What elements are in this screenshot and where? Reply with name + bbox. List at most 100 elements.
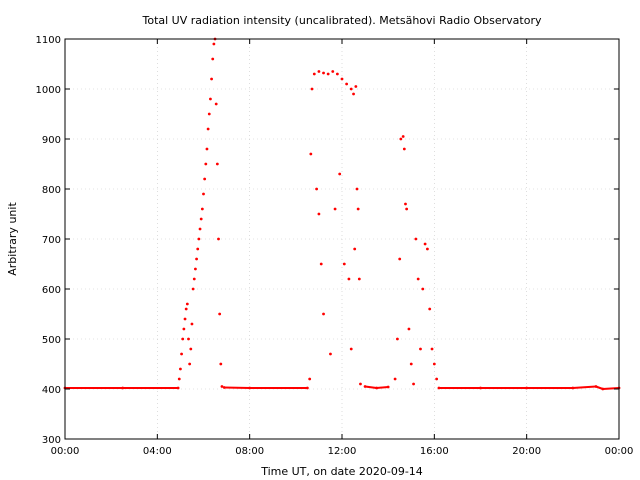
data-point <box>340 77 344 81</box>
data-point <box>217 237 220 241</box>
data-point <box>191 287 195 291</box>
data-point <box>349 87 353 91</box>
y-tick-label: 600 <box>42 285 61 296</box>
data-point <box>416 277 420 281</box>
data-point <box>329 352 332 356</box>
y-tick-label: 300 <box>42 435 61 446</box>
data-point <box>357 277 361 281</box>
x-axis-label: Time UT, on date 2020-09-14 <box>260 465 423 478</box>
data-point <box>401 135 405 138</box>
data-point <box>342 262 346 266</box>
data-point <box>347 277 351 281</box>
data-point <box>222 386 226 389</box>
data-point <box>353 247 357 251</box>
data-point <box>322 71 325 75</box>
data-point <box>312 72 316 76</box>
baseline-run <box>572 385 596 389</box>
data-point <box>414 237 418 241</box>
y-tick-label: 1100 <box>36 35 61 46</box>
data-point <box>209 97 212 101</box>
data-point <box>188 362 192 366</box>
data-point <box>211 57 215 61</box>
data-point <box>183 317 187 321</box>
data-point <box>432 362 436 366</box>
data-point <box>185 302 189 306</box>
data-point <box>189 347 193 351</box>
data-point <box>571 386 575 390</box>
y-tick-label: 500 <box>42 335 61 346</box>
y-tick-label: 400 <box>42 385 61 396</box>
data-point <box>331 70 335 73</box>
data-point <box>399 137 403 141</box>
data-point <box>219 362 223 366</box>
data-point <box>386 385 390 389</box>
data-point <box>601 387 605 391</box>
data-point <box>180 352 183 356</box>
data-point <box>404 202 407 206</box>
data-point <box>310 87 314 91</box>
data-point <box>308 377 312 381</box>
data-point <box>220 385 224 388</box>
grid-lines <box>64 38 620 440</box>
data-point <box>421 287 425 291</box>
data-point <box>352 92 355 96</box>
data-point <box>182 327 186 331</box>
data-point <box>210 77 213 81</box>
data-point <box>412 382 415 386</box>
data-point <box>205 147 209 151</box>
data-point <box>479 386 482 390</box>
data-point <box>363 385 367 388</box>
data-point <box>356 207 360 211</box>
data-point <box>402 147 406 151</box>
data-point <box>398 257 402 261</box>
data-point <box>204 162 208 166</box>
data-point <box>393 377 397 381</box>
data-point <box>199 217 203 221</box>
baseline-run <box>602 387 620 390</box>
data-point <box>192 277 196 281</box>
data-point <box>419 347 422 351</box>
data-point <box>375 386 379 390</box>
baseline-run <box>364 385 377 389</box>
data-point <box>196 247 200 251</box>
data-point <box>407 327 411 331</box>
data-point <box>177 377 181 381</box>
data-point <box>248 386 252 390</box>
data-point <box>426 247 429 251</box>
baseline-run <box>376 386 389 389</box>
data-point <box>309 152 313 156</box>
data-point <box>184 307 188 311</box>
data-point <box>335 72 339 76</box>
data-point <box>202 192 205 196</box>
data-point <box>317 70 321 73</box>
data-point <box>200 207 204 211</box>
data-point <box>218 312 222 316</box>
data-point <box>215 162 219 166</box>
y-tick-label: 1000 <box>36 85 61 96</box>
x-tick-label: 12:00 <box>328 446 357 457</box>
data-point <box>333 207 337 211</box>
axis-ticks: 00:00 04:00 08:00 12:00 16:00 20:00 00:0030040… <box>36 35 634 457</box>
data-point <box>207 112 211 116</box>
y-tick-label: 700 <box>42 235 61 246</box>
x-tick-label: 00:00 <box>51 446 80 457</box>
data-point <box>437 386 441 390</box>
data-point <box>349 347 353 351</box>
y-axis-label: Arbitrary unit <box>6 202 19 276</box>
data-point <box>194 267 197 271</box>
data-point <box>430 347 434 351</box>
data-point <box>405 207 409 211</box>
data-point <box>176 386 180 390</box>
x-tick-label: 00:00 <box>605 446 634 457</box>
data-point <box>317 212 321 216</box>
data-point <box>181 337 185 341</box>
data-point <box>212 42 216 46</box>
baseline-run <box>224 386 250 389</box>
data-point <box>195 257 198 261</box>
data-point <box>355 187 359 191</box>
data-point <box>203 177 207 181</box>
data-point <box>525 386 529 390</box>
data-point <box>354 85 358 88</box>
data-point <box>322 312 325 316</box>
